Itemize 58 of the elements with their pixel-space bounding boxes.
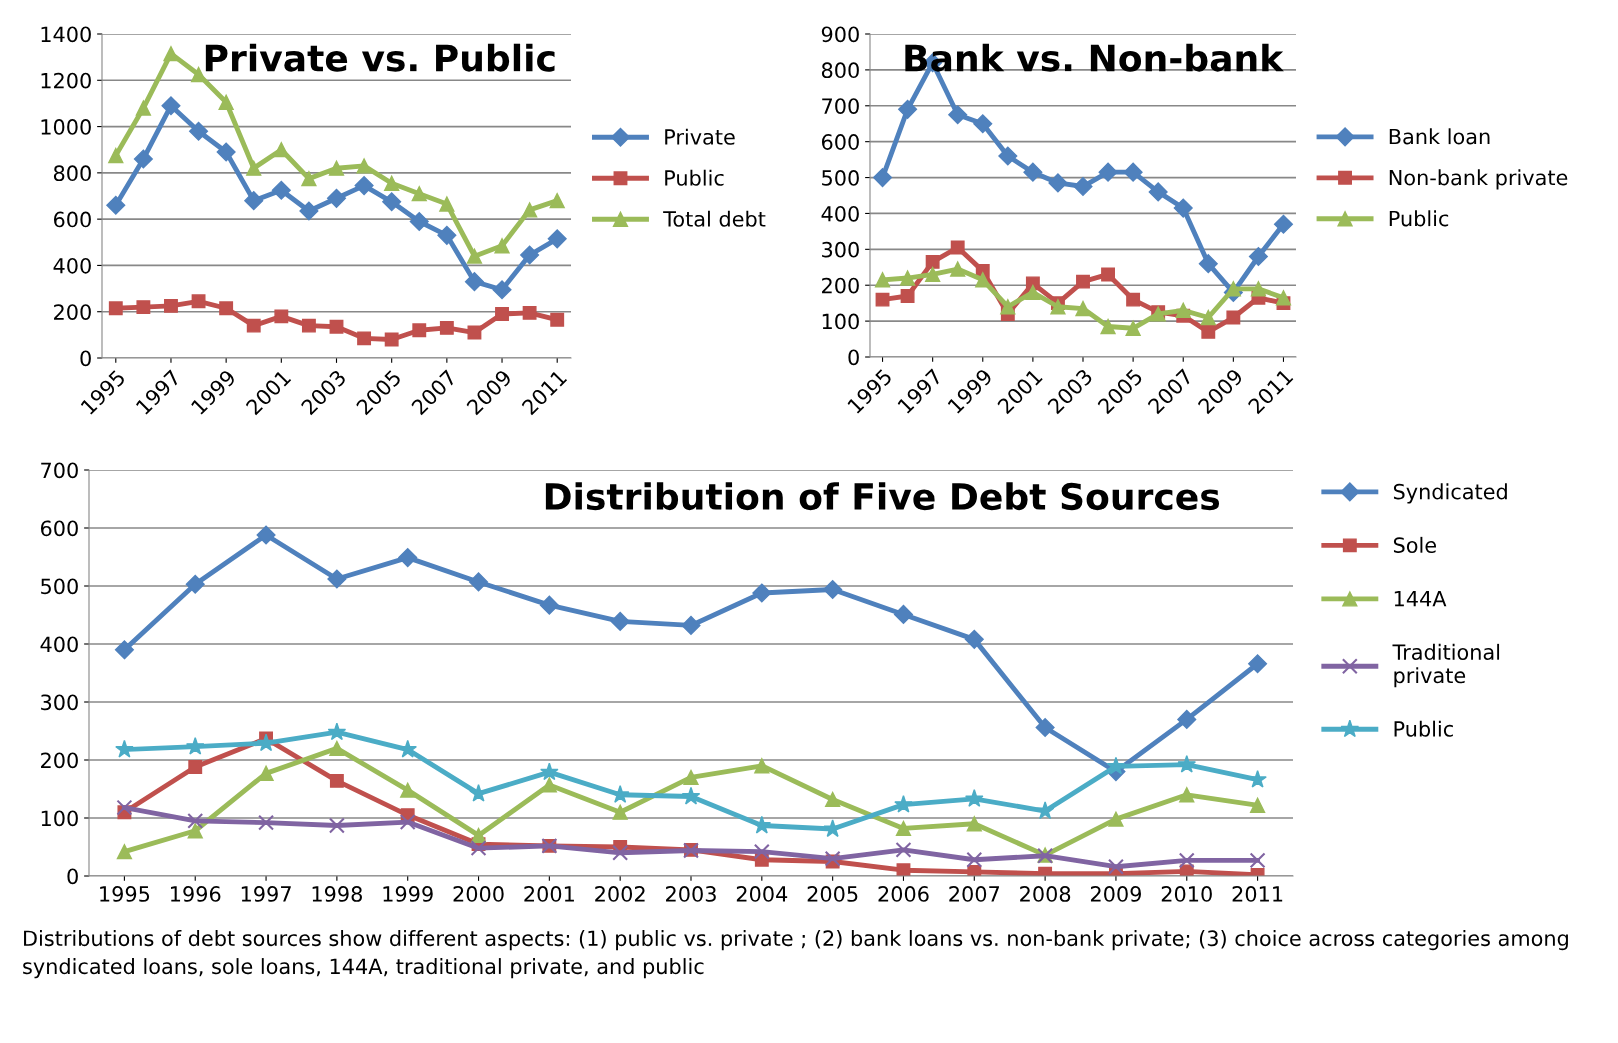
y-tick-label: 200 [41, 752, 78, 769]
y-tick-label: 600 [821, 134, 859, 150]
legend-label: Bank loan [1389, 128, 1490, 145]
legend-label: Non-bank private [1389, 169, 1568, 190]
y-tick-label: 600 [53, 211, 91, 228]
legend-label: Public [1394, 720, 1453, 737]
text: Distributions of debt sources show different aspects: (1) public vs. private ; (2) bank loans vs. non-bank private; (3) choice across categories among syndicated loans, sole loans, 144A, traditional private, and public [23, 930, 1568, 979]
y-tick-label: 300 [41, 694, 78, 711]
legend-label: Total debt [663, 210, 766, 227]
chart-title: Bank vs. Non-bank [905, 43, 1284, 72]
x-tick-label: 1997 [241, 886, 291, 902]
x-tick-label: 2009 [1090, 886, 1141, 902]
y-tick-label: 500 [41, 578, 78, 595]
y-tick-label: 0 [848, 349, 859, 366]
x-tick-label: 2004 [736, 886, 788, 902]
x-tick-label: 2008 [1020, 886, 1071, 902]
y-tick-label: 100 [822, 313, 859, 330]
x-tick-label: 2007 [949, 886, 1000, 902]
legend-label: Private [665, 128, 735, 145]
y-tick-label: 200 [822, 277, 859, 294]
y-tick-label: 1200 [41, 72, 91, 89]
y-tick-label: 700 [822, 98, 859, 114]
y-tick-label: 0 [80, 350, 91, 367]
y-tick-label: 400 [53, 257, 91, 274]
y-tick-label: 300 [822, 241, 859, 258]
legend-label: 144A [1394, 591, 1447, 607]
x-tick-label: 2005 [807, 886, 858, 902]
x-tick-label: 1999 [383, 886, 433, 902]
x-tick-label: 2003 [666, 886, 716, 902]
y-tick-label: 800 [821, 62, 859, 79]
y-tick-label: 1400 [41, 26, 91, 43]
x-tick-label: 1998 [312, 886, 362, 902]
x-tick-label: 1995 [100, 886, 150, 902]
x-tick-label: 2001 [524, 886, 574, 902]
x-tick-label: 2000 [453, 886, 504, 902]
x-tick-label: 2011 [1232, 886, 1283, 902]
y-tick-label: 500 [822, 170, 859, 186]
chart-title: Distribution of Five Debt Sources [545, 482, 1220, 511]
x-tick-label: 2002 [595, 886, 645, 902]
x-tick-label: 1996 [171, 886, 221, 902]
legend-label: Sole [1393, 536, 1437, 553]
chart-title: Private vs. Public [205, 43, 555, 72]
legend-label: Public [665, 169, 724, 186]
legend-label: Traditional private [1392, 643, 1500, 688]
legend-label: Syndicated [1393, 483, 1507, 504]
y-tick-label: 100 [41, 810, 78, 827]
y-tick-label: 400 [40, 636, 78, 653]
y-tick-label: 200 [54, 304, 91, 320]
x-tick-label: 2006 [878, 886, 929, 902]
y-tick-label: 1000 [41, 119, 91, 135]
x-tick-label: 2010 [1161, 886, 1212, 902]
y-tick-label: 400 [821, 205, 859, 222]
y-tick-label: 800 [53, 165, 91, 182]
y-tick-label: 600 [40, 520, 78, 537]
y-tick-label: 900 [821, 26, 859, 43]
y-tick-label: 0 [67, 868, 78, 885]
legend-label: Public [1389, 210, 1449, 227]
y-tick-label: 700 [41, 462, 78, 479]
